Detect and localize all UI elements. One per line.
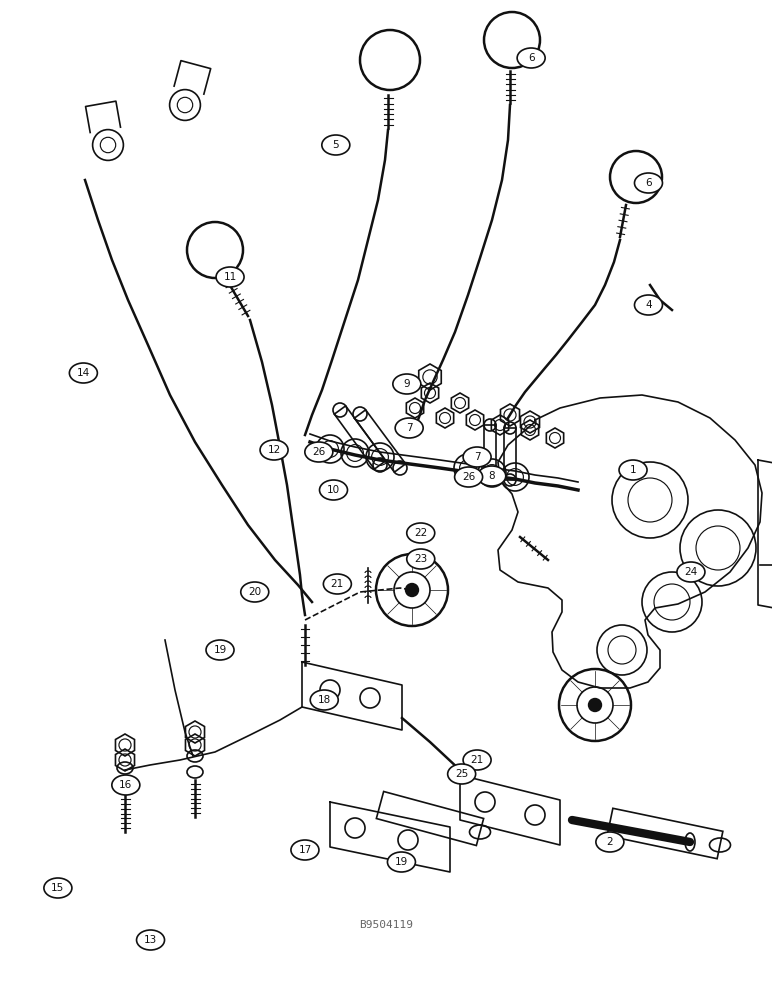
Ellipse shape	[635, 295, 662, 315]
Text: 14: 14	[76, 368, 90, 378]
Text: 23: 23	[414, 554, 428, 564]
Ellipse shape	[448, 764, 476, 784]
Text: 22: 22	[414, 528, 428, 538]
Ellipse shape	[112, 775, 140, 795]
Circle shape	[405, 583, 419, 597]
Ellipse shape	[517, 48, 545, 68]
Text: 6: 6	[528, 53, 534, 63]
Text: 4: 4	[645, 300, 652, 310]
Text: 17: 17	[298, 845, 312, 855]
Text: 9: 9	[404, 379, 410, 389]
Circle shape	[587, 698, 602, 712]
Text: 13: 13	[144, 935, 157, 945]
Text: 12: 12	[267, 445, 281, 455]
Text: 26: 26	[312, 447, 326, 457]
Ellipse shape	[206, 640, 234, 660]
Text: 7: 7	[406, 423, 412, 433]
Ellipse shape	[478, 466, 506, 486]
Text: 15: 15	[51, 883, 65, 893]
Ellipse shape	[320, 480, 347, 500]
Text: 20: 20	[248, 587, 262, 597]
Text: 21: 21	[330, 579, 344, 589]
Ellipse shape	[323, 574, 351, 594]
Ellipse shape	[619, 460, 647, 480]
Ellipse shape	[69, 363, 97, 383]
Text: 11: 11	[223, 272, 237, 282]
Text: 18: 18	[317, 695, 331, 705]
Text: 6: 6	[645, 178, 652, 188]
Text: 1: 1	[630, 465, 636, 475]
Ellipse shape	[388, 852, 415, 872]
Ellipse shape	[260, 440, 288, 460]
Ellipse shape	[463, 750, 491, 770]
Ellipse shape	[677, 562, 705, 582]
Text: 19: 19	[394, 857, 408, 867]
Ellipse shape	[407, 523, 435, 543]
Text: 2: 2	[607, 837, 613, 847]
Text: B9504119: B9504119	[359, 920, 413, 930]
Ellipse shape	[291, 840, 319, 860]
Ellipse shape	[635, 173, 662, 193]
Text: 10: 10	[327, 485, 340, 495]
Ellipse shape	[44, 878, 72, 898]
Text: 26: 26	[462, 472, 476, 482]
Ellipse shape	[463, 447, 491, 467]
Text: 16: 16	[119, 780, 133, 790]
Ellipse shape	[305, 442, 333, 462]
Ellipse shape	[322, 135, 350, 155]
Text: 8: 8	[489, 471, 495, 481]
Ellipse shape	[455, 467, 482, 487]
Ellipse shape	[407, 549, 435, 569]
Ellipse shape	[395, 418, 423, 438]
Ellipse shape	[310, 690, 338, 710]
Text: 25: 25	[455, 769, 469, 779]
Ellipse shape	[596, 832, 624, 852]
Text: 24: 24	[684, 567, 698, 577]
Text: 7: 7	[474, 452, 480, 462]
Text: 21: 21	[470, 755, 484, 765]
Ellipse shape	[137, 930, 164, 950]
Ellipse shape	[216, 267, 244, 287]
Text: 19: 19	[213, 645, 227, 655]
Ellipse shape	[241, 582, 269, 602]
Ellipse shape	[393, 374, 421, 394]
Text: 5: 5	[333, 140, 339, 150]
